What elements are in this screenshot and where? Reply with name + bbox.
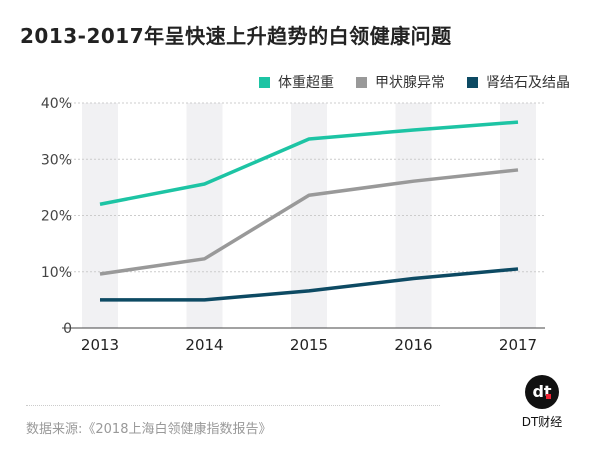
legend: 体重超重 甲状腺异常 肾结石及结晶 — [259, 72, 570, 92]
logo-mark: dt — [525, 375, 559, 409]
legend-label: 肾结石及结晶 — [486, 75, 570, 91]
legend-swatch — [467, 76, 478, 88]
column-band — [395, 103, 432, 328]
logo-name: DT财经 — [521, 415, 563, 429]
x-tick-label: 2014 — [185, 336, 223, 354]
divider — [26, 405, 440, 406]
y-tick-label: 20% — [41, 209, 72, 225]
x-tick-label: 2015 — [290, 336, 328, 354]
legend-item: 甲状腺异常 — [356, 72, 445, 92]
y-tick-label: 0 — [63, 321, 72, 337]
chart-title: 2013-2017年呈快速上升趋势的白领健康问题 — [20, 24, 452, 48]
legend-item: 体重超重 — [259, 72, 334, 92]
y-tick-label: 30% — [41, 152, 72, 168]
y-tick-label: 40% — [41, 96, 72, 112]
legend-swatch — [356, 76, 367, 88]
legend-item: 肾结石及结晶 — [467, 72, 570, 92]
x-tick-label: 2017 — [499, 336, 537, 354]
legend-label: 体重超重 — [278, 75, 334, 91]
source-note: 数据来源:《2018上海白领健康指数报告》 — [26, 422, 272, 437]
legend-label: 甲状腺异常 — [375, 75, 445, 91]
y-tick-label: 10% — [41, 265, 72, 281]
x-tick-label: 2016 — [394, 336, 432, 354]
column-band — [186, 103, 223, 328]
legend-swatch — [259, 76, 270, 88]
x-tick-label: 2013 — [81, 336, 119, 354]
logo: dt DT财经 — [515, 375, 569, 430]
